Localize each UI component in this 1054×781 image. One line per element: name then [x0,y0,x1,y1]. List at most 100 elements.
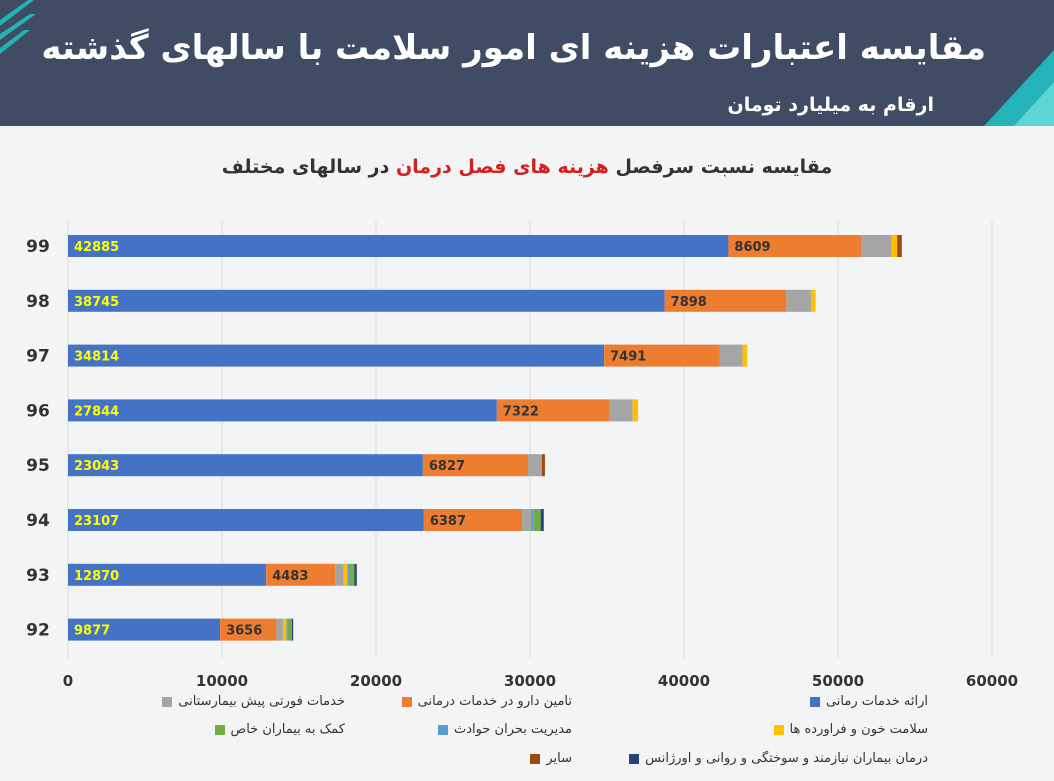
chart-title-part1: مقایسه نسبت سرفصل [608,156,833,178]
legend-label: سلامت خون و فراورده ها [789,722,928,737]
y-category-label: 93 [26,566,50,586]
bar-segment [266,563,336,586]
bar-segment [286,618,288,641]
y-category-label: 98 [26,292,50,312]
bar-segment [540,509,544,531]
x-tick-label: 60000 [966,672,1018,688]
bar-segment [354,563,357,586]
legend-label: کمک به بیماران خاص [230,722,346,737]
bar-segment [335,563,344,586]
legend-item: خدمات فورتی پیش بیمارستانی [162,694,345,709]
stripes-decoration-left [0,0,36,54]
legend-swatch [530,753,541,764]
data-label: 3656 [226,624,262,639]
bar-segment [861,235,892,257]
chart-title-highlight: هزینه های فصل درمان [395,156,609,178]
x-tick-label: 0 [63,672,73,688]
legend-label: سایر [546,751,572,766]
y-category-label: 99 [26,237,50,257]
bar-segment [68,563,267,586]
bar-segment [891,235,898,257]
bar-segment [728,235,862,257]
bar-segment [287,618,292,641]
legend-item: مدیریت بحران حوادث [438,722,572,737]
data-label: 34814 [74,350,119,365]
legend-item: ارائه خدمات رمانی [809,694,928,709]
bar-segment [68,399,497,422]
legend-label: تامین دارو در خدمات درمانی [417,694,572,709]
data-label: 23107 [74,514,119,529]
x-tick-label: 40000 [658,672,710,688]
bar-segment [742,344,748,367]
bar-segment [68,235,729,257]
header-banner: مقایسه اعتبارات هزینه ای امور سلامت با س… [0,0,1054,126]
bar-segment [68,618,221,641]
x-tick-label: 30000 [504,672,556,688]
corner-decoration-right [984,50,1054,126]
bar-segment [719,344,743,367]
data-label: 38745 [74,295,119,310]
bar-segment [276,618,284,641]
y-category-label: 92 [26,621,50,641]
bar-segment [604,344,720,367]
bar-segment [810,289,816,312]
legend-item: سایر [530,751,572,766]
data-label: 6387 [430,514,466,529]
bar-segment [531,509,534,531]
page-subtitle: ارقام به میلیارد تومان [727,94,934,116]
legend-item: سلامت خون و فراورده ها [773,722,928,737]
stacked-bar-chart: 0 10000 20000 30000 40000 50000 60000 99 42885 86… [26,220,1018,688]
bar-segment [68,344,605,367]
bar-segment [786,289,811,312]
legend-item: تامین دارو در خدمات درمانی [401,694,572,709]
data-label: 12870 [74,569,119,584]
chart-title-part2: در سالهای مختلف [221,156,396,178]
data-label: 23043 [74,459,119,474]
page-title: مقایسه اعتبارات هزینه ای امور سلامت با س… [41,28,986,68]
y-category-label: 96 [26,401,50,421]
bar-segment [496,399,610,422]
bar-segment [527,454,542,477]
bar-segment [68,289,665,312]
bar-segment [423,509,523,531]
x-tick-label: 20000 [350,672,402,688]
bar-segment [533,509,541,531]
x-tick-label: 50000 [812,672,864,688]
chart-legend: ارائه خدمات رمانی تامین دارو در خدمات درم… [0,688,1054,781]
data-label: 42885 [74,240,119,255]
data-label: 7491 [610,350,646,365]
data-label: 8609 [734,240,770,255]
legend-swatch [809,696,820,707]
legend-swatch [629,753,640,764]
data-label: 4483 [272,569,308,584]
legend-label: درمان بیماران نیازمند و سوختگی و روانی و… [645,751,928,766]
legend-swatch [401,696,412,707]
data-label: 7898 [671,295,707,310]
legend-swatch [438,724,449,735]
legend-item: درمان بیماران نیازمند و سوختگی و روانی و… [629,751,928,766]
y-category-label: 97 [26,347,50,367]
bar-segment [541,454,545,477]
bar-segment [897,235,902,257]
legend-item: کمک به بیماران خاص [214,722,346,737]
bar-segment [522,509,532,531]
bar-segment [283,618,287,641]
data-label: 27844 [74,404,119,419]
legend-swatch [214,724,225,735]
y-category-label: 95 [26,456,50,476]
legend-swatch [162,696,173,707]
data-label: 6827 [429,459,465,474]
legend-label: خدمات فورتی پیش بیمارستانی [178,694,345,709]
bar-segment [632,399,639,422]
legend-label: ارائه خدمات رمانی [825,694,928,709]
bar-segment [68,454,423,477]
bar-segment [343,563,348,586]
bar-segment [347,563,350,586]
bar-segment [220,618,277,641]
bar-segment [291,618,294,641]
data-label: 7322 [503,404,539,419]
legend-label: مدیریت بحران حوادث [454,722,572,737]
y-category-label: 94 [26,511,50,531]
bar-segment [609,399,633,422]
x-tick-label: 10000 [196,672,248,688]
